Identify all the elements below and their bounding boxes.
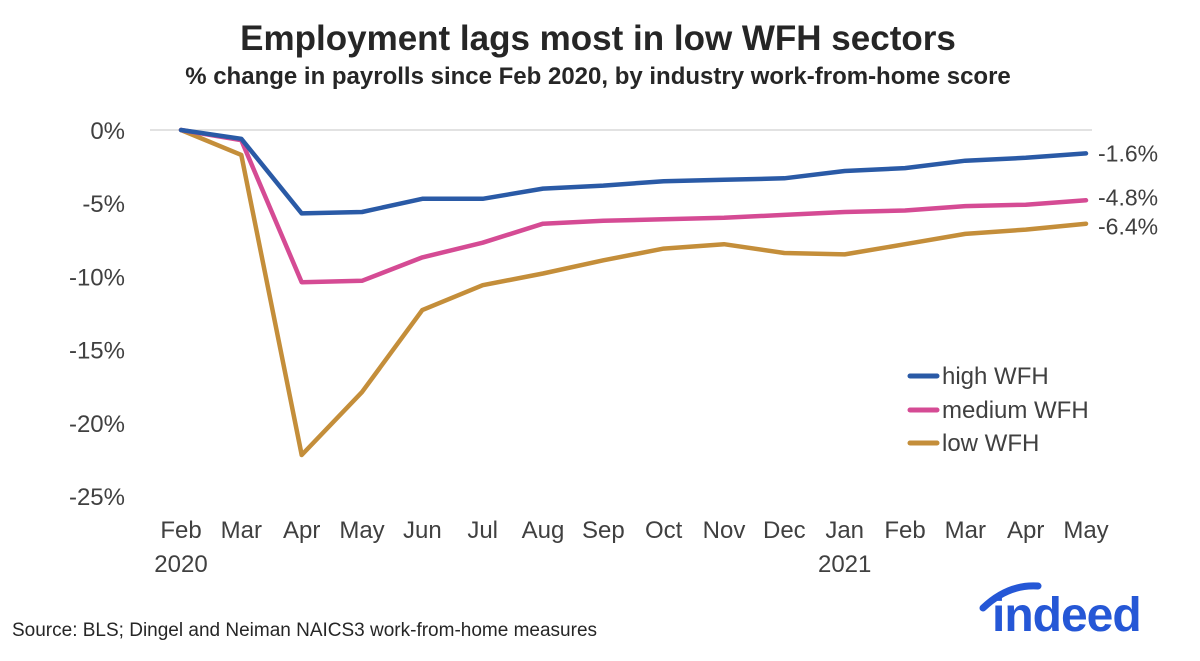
x-tick-label: Dec	[763, 517, 806, 544]
x-tick-label: Apr	[1007, 517, 1044, 544]
y-tick-label: -10%	[69, 264, 125, 291]
x-tick-label: Oct	[645, 517, 683, 544]
legend-label-low: low WFH	[942, 430, 1039, 457]
legend-item-low: low WFH	[907, 430, 1039, 457]
chart-title: Employment lags most in low WFH sectors	[240, 19, 956, 58]
y-tick-label: -15%	[69, 338, 125, 365]
y-axis: 0% -5% -10% -15% -20% -25%	[69, 118, 125, 511]
y-tick-label: -5%	[82, 191, 125, 218]
x-year-label: 2021	[818, 551, 871, 578]
x-tick-label: May	[1063, 517, 1108, 544]
legend: high WFH medium WFH low WFH	[907, 363, 1089, 457]
end-label-medium: -4.8%	[1098, 184, 1158, 210]
x-tick-label: Apr	[283, 517, 320, 544]
series-line-high	[178, 127, 1089, 216]
x-tick-label: Jul	[467, 517, 498, 544]
legend-label-medium: medium WFH	[942, 397, 1089, 424]
x-tick-label: Jan	[825, 517, 864, 544]
x-tick-label: Feb	[884, 517, 925, 544]
x-tick-label: Nov	[703, 517, 746, 544]
x-year-label: 2020	[154, 551, 207, 578]
legend-item-medium: medium WFH	[907, 397, 1089, 424]
x-tick-label: Feb	[160, 517, 201, 544]
series-line-medium	[178, 127, 1089, 285]
end-label-high: -1.6%	[1098, 140, 1158, 166]
x-tick-label: Mar	[945, 517, 986, 544]
x-axis: Feb Mar Apr May Jun Jul Aug Sep Oct Nov Dec Jan Feb M…	[154, 517, 1108, 578]
logo-text: indeed	[992, 589, 1141, 642]
source-note: Source: BLS; Dingel and Neiman NAICS3 wo…	[12, 620, 597, 641]
series-lines	[178, 127, 1089, 458]
y-tick-label: 0%	[90, 118, 125, 145]
legend-item-high: high WFH	[907, 363, 1049, 390]
indeed-arc-icon	[979, 582, 1042, 612]
indeed-logo: indeed	[979, 582, 1142, 642]
series-line-low	[178, 127, 1089, 458]
chart-subtitle: % change in payrolls since Feb 2020, by …	[185, 63, 1011, 90]
legend-label-high: high WFH	[942, 363, 1049, 390]
x-tick-label: Aug	[522, 517, 565, 544]
y-tick-label: -25%	[69, 484, 125, 511]
x-tick-label: Mar	[221, 517, 262, 544]
x-tick-label: Jun	[403, 517, 442, 544]
y-tick-label: -20%	[69, 411, 125, 438]
x-tick-label: Sep	[582, 517, 625, 544]
end-labels: -1.6% -4.8% -6.4%	[1098, 140, 1158, 239]
end-label-low: -6.4%	[1098, 214, 1158, 240]
x-tick-label: May	[339, 517, 384, 544]
